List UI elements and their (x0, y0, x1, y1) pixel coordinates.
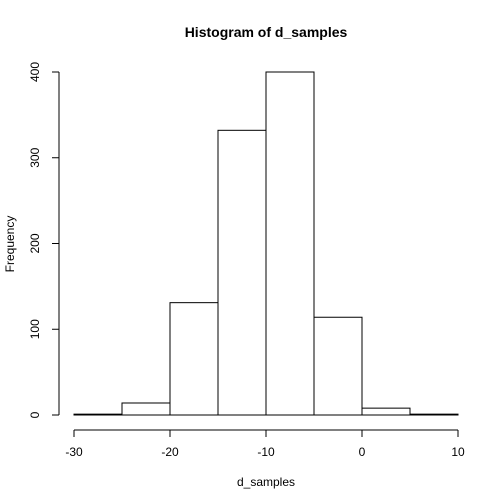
histogram-bar-5 (313, 316, 363, 416)
histogram-bar-0 (73, 413, 123, 416)
x-axis: -30 -20 -10 0 10 (65, 429, 465, 459)
histogram-bar-1 (121, 402, 171, 416)
histogram-bar-3 (217, 129, 267, 416)
y-tick-label-0: 0 (28, 411, 42, 418)
histogram-bar-6 (361, 407, 411, 416)
chart-title: Histogram of d_samples (185, 24, 348, 40)
y-axis-label: Frequency (3, 216, 17, 273)
y-tick-label-2: 200 (28, 233, 42, 253)
y-tick-label-1: 100 (28, 319, 42, 339)
bars-layer (73, 71, 459, 416)
histogram-bar-4 (265, 71, 315, 416)
x-tick-label-0: -30 (65, 445, 83, 459)
x-tick-label-4: 10 (451, 445, 465, 459)
histogram-bar-7 (409, 413, 459, 416)
histogram-bar-2 (169, 302, 219, 416)
x-tick-label-3: 0 (359, 445, 366, 459)
y-tick-label-4: 400 (28, 62, 42, 82)
y-tick-label-3: 300 (28, 147, 42, 167)
x-tick-label-1: -20 (161, 445, 179, 459)
x-axis-label: d_samples (237, 475, 295, 489)
y-axis: 0 100 200 300 400 (28, 62, 60, 418)
x-tick-label-2: -10 (257, 445, 275, 459)
